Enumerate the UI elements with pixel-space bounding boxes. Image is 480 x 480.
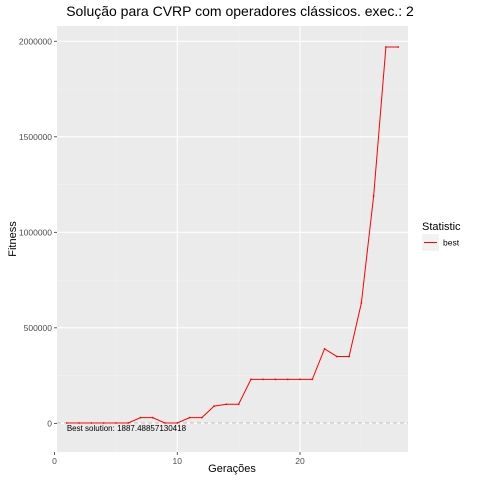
data-point-best (151, 416, 154, 419)
data-point-best (90, 422, 93, 424)
data-point-best (127, 422, 130, 424)
data-point-best (348, 355, 350, 358)
data-point-best (139, 416, 142, 419)
data-point-best (65, 422, 68, 424)
y-tick-label: 0 (47, 418, 52, 428)
y-tick-label: 1500000 (19, 132, 52, 142)
data-point-best (397, 46, 400, 48)
data-point-best (286, 378, 289, 381)
best-solution-annotation: Best solution: 1887.48857130418 (67, 424, 187, 433)
data-point-best (311, 378, 314, 381)
y-tick-label: 2000000 (19, 36, 52, 46)
data-point-best (213, 405, 215, 408)
data-point-best (225, 403, 228, 406)
data-point-best (237, 403, 240, 406)
y-tick-label: 1000000 (19, 227, 52, 237)
legend-title: Statistic (422, 221, 461, 233)
data-point-best (385, 46, 387, 48)
data-point-best (372, 195, 375, 197)
x-tick-label: 10 (173, 456, 183, 466)
data-point-best (164, 422, 166, 424)
data-point-best (200, 416, 203, 419)
y-axis: 0 500000 1000000 1500000 2000000 (19, 36, 57, 428)
data-point-best (78, 422, 80, 424)
x-tick-label: 0 (52, 456, 57, 466)
data-point-best (250, 378, 252, 381)
chart-title: Solução para CVRP com operadores clássic… (66, 3, 414, 19)
data-point-best (262, 378, 265, 381)
series-layer (65, 46, 400, 424)
data-point-best (188, 416, 191, 419)
y-axis-title: Fitness (7, 221, 19, 257)
data-point-best (115, 422, 117, 424)
data-point-best (176, 422, 179, 424)
grid-minor (57, 26, 408, 452)
data-point-best (274, 378, 277, 381)
x-axis-title: Gerações (208, 463, 256, 475)
data-point-best (335, 355, 338, 358)
x-axis: 0 10 20 (52, 452, 305, 466)
y-tick-label: 500000 (24, 323, 53, 333)
legend-label-best: best (443, 238, 460, 248)
legend: Statistic best (422, 221, 461, 251)
series-line-best (66, 46, 399, 424)
data-point-best (102, 422, 105, 424)
x-tick-label: 20 (295, 456, 305, 466)
data-point-best (360, 302, 363, 304)
plot-panel (57, 26, 408, 452)
data-point-best (323, 347, 326, 350)
data-point-best (299, 378, 301, 381)
